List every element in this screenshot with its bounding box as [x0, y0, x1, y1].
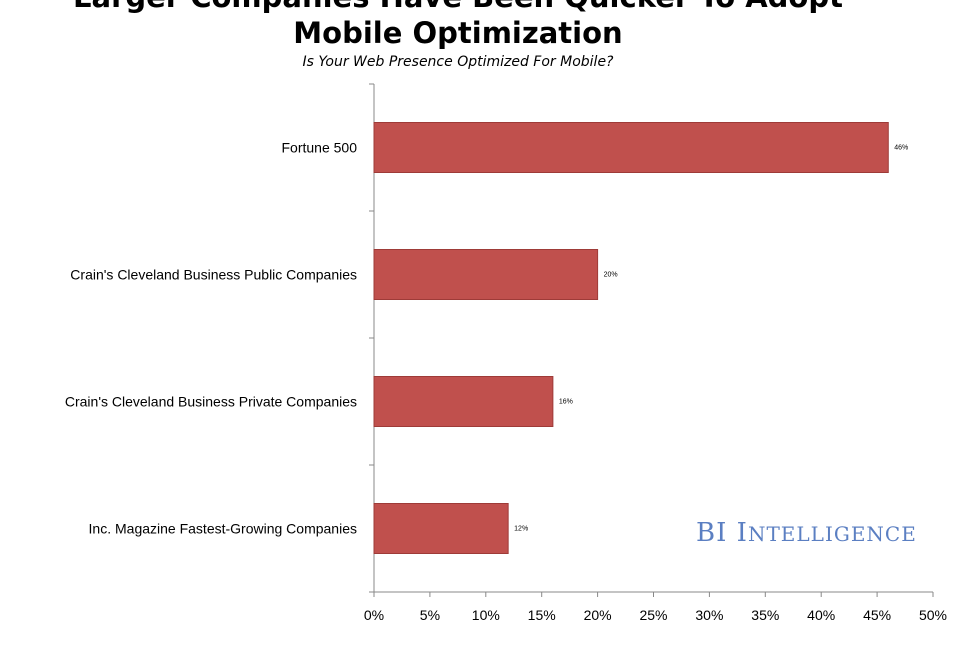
x-tick-label: 5% — [420, 607, 440, 623]
logo-first-word: BI — [696, 518, 728, 548]
bar — [373, 122, 889, 173]
x-tick-label: 25% — [639, 607, 667, 623]
x-tick-label: 30% — [695, 607, 723, 623]
category-label: Inc. Magazine Fastest-Growing Companies — [89, 521, 357, 537]
category-label: Fortune 500 — [282, 140, 358, 156]
x-tick-label: 50% — [919, 607, 947, 623]
chart-subtitle: Is Your Web Presence Optimized For Mobil… — [302, 54, 614, 70]
data-label: 16% — [559, 399, 573, 406]
x-tick-label: 15% — [528, 607, 556, 623]
logo-second-initial: I — [736, 518, 748, 548]
bar — [373, 503, 509, 554]
bar — [373, 249, 599, 300]
data-label: 20% — [604, 272, 618, 279]
data-label: 46% — [894, 145, 908, 152]
logo-second-rest: NTELLIGENCE — [747, 522, 917, 546]
x-tick-label: 35% — [751, 607, 779, 623]
x-tick-label: 40% — [807, 607, 835, 623]
x-tick-label: 10% — [472, 607, 500, 623]
x-tick-label: 20% — [584, 607, 612, 623]
x-tick-label: 0% — [364, 607, 384, 623]
chart-title-line2: Mobile Optimization — [293, 16, 623, 50]
bi-intelligence-logo: BI INTELLIGENCE — [696, 518, 917, 548]
category-label: Crain's Cleveland Business Private Compa… — [65, 394, 357, 410]
x-tick-label: 45% — [863, 607, 891, 623]
bar — [373, 376, 554, 427]
category-label: Crain's Cleveland Business Public Compan… — [70, 267, 357, 283]
data-label: 12% — [514, 526, 528, 533]
chart-title-line1: Larger Companies Have Been Quicker To Ad… — [0, 0, 916, 14]
